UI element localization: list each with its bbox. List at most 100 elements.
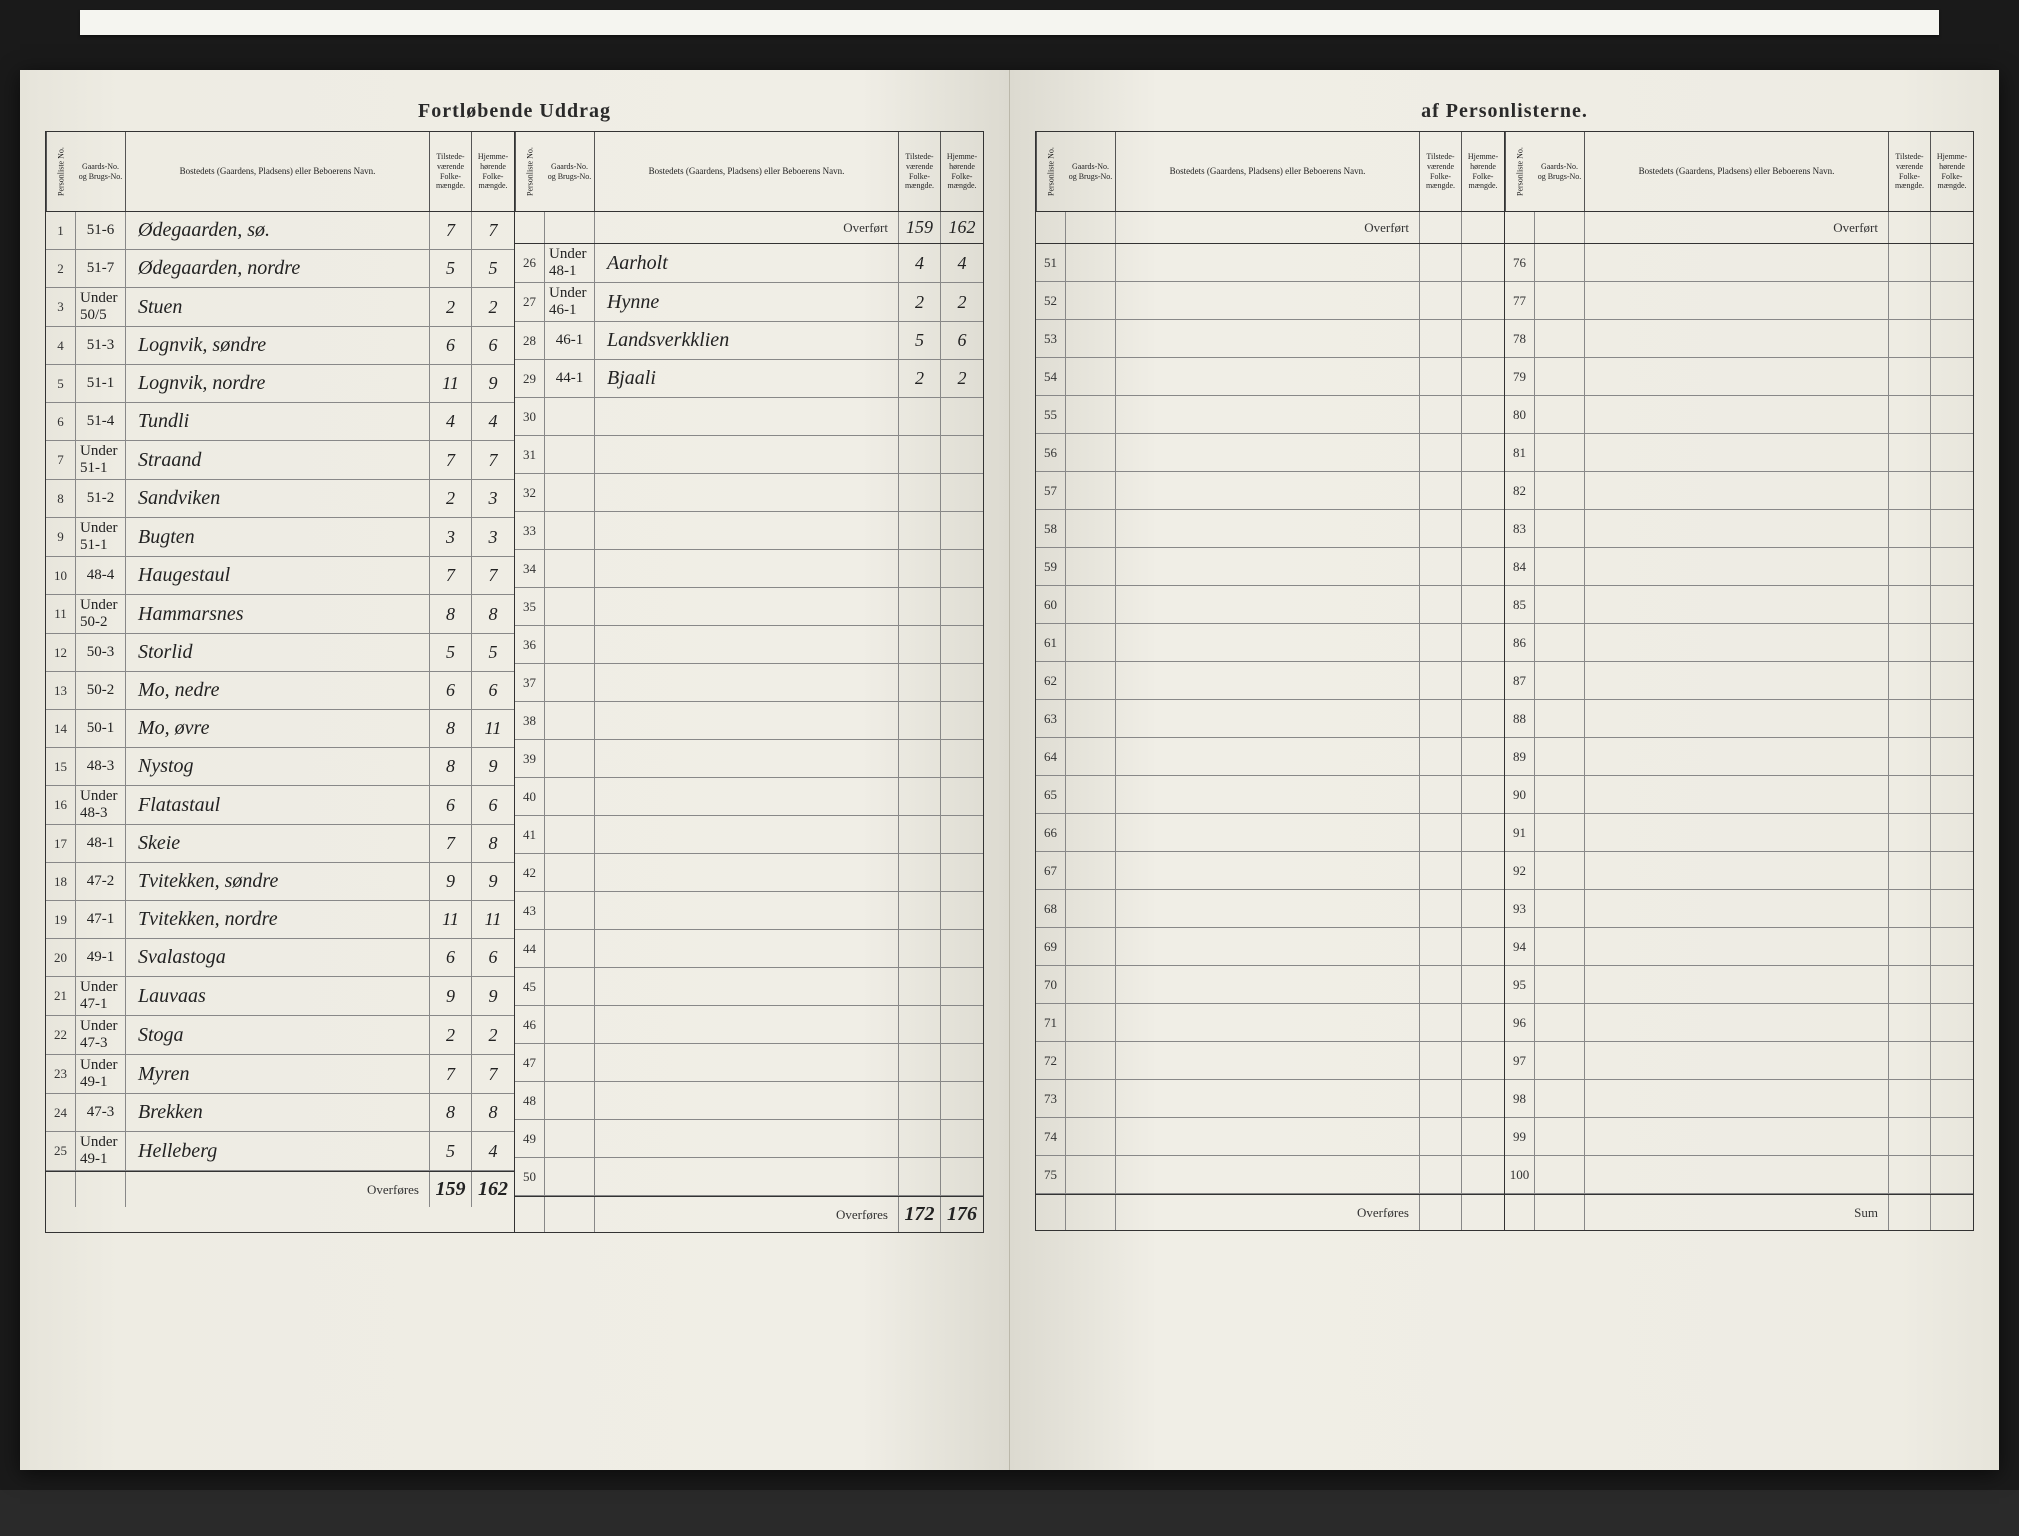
hjemme-count xyxy=(1931,1042,1973,1079)
tilstede-count xyxy=(1420,814,1462,851)
hjemme-count xyxy=(941,664,983,701)
col-group-2: Personliste No. Gaards-No. og Brugs-No. … xyxy=(515,132,983,1232)
gaards-no xyxy=(1066,320,1116,357)
hjemme-count xyxy=(1931,244,1973,281)
table-row: 9Under 51-1Bugten33 xyxy=(46,518,514,557)
row-number: 37 xyxy=(515,664,545,701)
row-number: 11 xyxy=(46,595,76,633)
tilstede-count xyxy=(899,588,941,625)
row-number: 8 xyxy=(46,480,76,517)
gaards-no: 48-3 xyxy=(76,748,126,785)
table-row: 22Under 47-3Stoga22 xyxy=(46,1016,514,1055)
row-number: 89 xyxy=(1505,738,1535,775)
row-number: 82 xyxy=(1505,472,1535,509)
hjemme-count xyxy=(1931,358,1973,395)
table-row: 55 xyxy=(1036,396,1504,434)
rows-col3: 5152535455565758596061626364656667686970… xyxy=(1036,244,1504,1194)
hjemme-count: 8 xyxy=(472,595,514,633)
gaards-no xyxy=(1066,434,1116,471)
bosted-name: Tundli xyxy=(126,403,430,440)
row-number: 68 xyxy=(1036,890,1066,927)
gaards-no: Under 51-1 xyxy=(76,518,126,556)
row-number: 87 xyxy=(1505,662,1535,699)
tilstede-count xyxy=(1889,928,1931,965)
row-number: 54 xyxy=(1036,358,1066,395)
row-number: 80 xyxy=(1505,396,1535,433)
row-number: 27 xyxy=(515,283,545,321)
table-row: 21Under 47-1Lauvaas99 xyxy=(46,977,514,1016)
gaards-no xyxy=(1535,282,1585,319)
bosted-name xyxy=(1116,738,1420,775)
bosted-name xyxy=(1585,434,1889,471)
row-number: 93 xyxy=(1505,890,1535,927)
table-row: 16Under 48-3Flatastaul66 xyxy=(46,786,514,825)
tilstede-count xyxy=(1420,1004,1462,1041)
tilstede-count xyxy=(1889,472,1931,509)
hjemme-count: 2 xyxy=(472,288,514,326)
bosted-name xyxy=(1585,472,1889,509)
rows-col4: 7677787980818283848586878889909192939495… xyxy=(1505,244,1973,1194)
tilstede-count xyxy=(1420,852,1462,889)
row-number: 21 xyxy=(46,977,76,1015)
table-row: 91 xyxy=(1505,814,1973,852)
gaards-no: Under 51-1 xyxy=(76,441,126,479)
gaards-no xyxy=(1066,1080,1116,1117)
hjemme-count: 4 xyxy=(941,244,983,282)
gaards-no xyxy=(545,816,595,853)
row-number: 53 xyxy=(1036,320,1066,357)
table-row: 85 xyxy=(1505,586,1973,624)
hjemme-count xyxy=(941,550,983,587)
tilstede-count: 7 xyxy=(430,441,472,479)
hjemme-count: 9 xyxy=(472,748,514,785)
hjemme-count xyxy=(941,854,983,891)
hjemme-count xyxy=(941,968,983,1005)
gaards-no xyxy=(545,1006,595,1043)
hdr-gaards: Gaards-No. og Brugs-No. xyxy=(76,132,126,211)
row-number: 91 xyxy=(1505,814,1535,851)
bosted-name xyxy=(1116,358,1420,395)
bosted-name: Stuen xyxy=(126,288,430,326)
overfort-label: Overført xyxy=(595,212,899,243)
table-row: 3Under 50/5Stuen22 xyxy=(46,288,514,327)
hjemme-count xyxy=(941,1158,983,1195)
gaards-no xyxy=(1535,928,1585,965)
hjemme-count: 7 xyxy=(472,557,514,594)
tilstede-count xyxy=(899,1006,941,1043)
tilstede-count xyxy=(1889,624,1931,661)
gaards-no xyxy=(545,968,595,1005)
gaards-no xyxy=(1535,1118,1585,1155)
bosted-name: Myren xyxy=(126,1055,430,1093)
tilstede-count: 4 xyxy=(899,244,941,282)
table-row: 83 xyxy=(1505,510,1973,548)
gaards-no xyxy=(545,512,595,549)
hjemme-count xyxy=(1462,472,1504,509)
gaards-no xyxy=(1066,738,1116,775)
bosted-name: Storlid xyxy=(126,634,430,671)
gaards-no xyxy=(1066,510,1116,547)
bosted-name xyxy=(1116,700,1420,737)
table-row: 27Under 46-1Hynne22 xyxy=(515,283,983,322)
row-number: 38 xyxy=(515,702,545,739)
gaards-no: Under 49-1 xyxy=(76,1055,126,1093)
table-row: 57 xyxy=(1036,472,1504,510)
row-number: 28 xyxy=(515,322,545,359)
tilstede-count: 2 xyxy=(899,360,941,397)
bosted-name xyxy=(1116,472,1420,509)
hjemme-count xyxy=(941,588,983,625)
bosted-name: Hynne xyxy=(595,283,899,321)
hjemme-count xyxy=(1462,586,1504,623)
bosted-name: Stoga xyxy=(126,1016,430,1054)
gaards-no xyxy=(545,664,595,701)
bosted-name xyxy=(1585,966,1889,1003)
table-row: 53 xyxy=(1036,320,1504,358)
hjemme-count: 8 xyxy=(472,1094,514,1131)
col1-total-h: 162 xyxy=(472,1172,514,1207)
tilstede-count xyxy=(899,664,941,701)
tilstede-count: 5 xyxy=(430,250,472,287)
gaards-no: Under 50/5 xyxy=(76,288,126,326)
gaards-no xyxy=(545,892,595,929)
table-row: 76 xyxy=(1505,244,1973,282)
overfores-label: Overføres xyxy=(126,1172,430,1207)
hjemme-count: 2 xyxy=(941,360,983,397)
bosted-name: Ødegaarden, nordre xyxy=(126,250,430,287)
